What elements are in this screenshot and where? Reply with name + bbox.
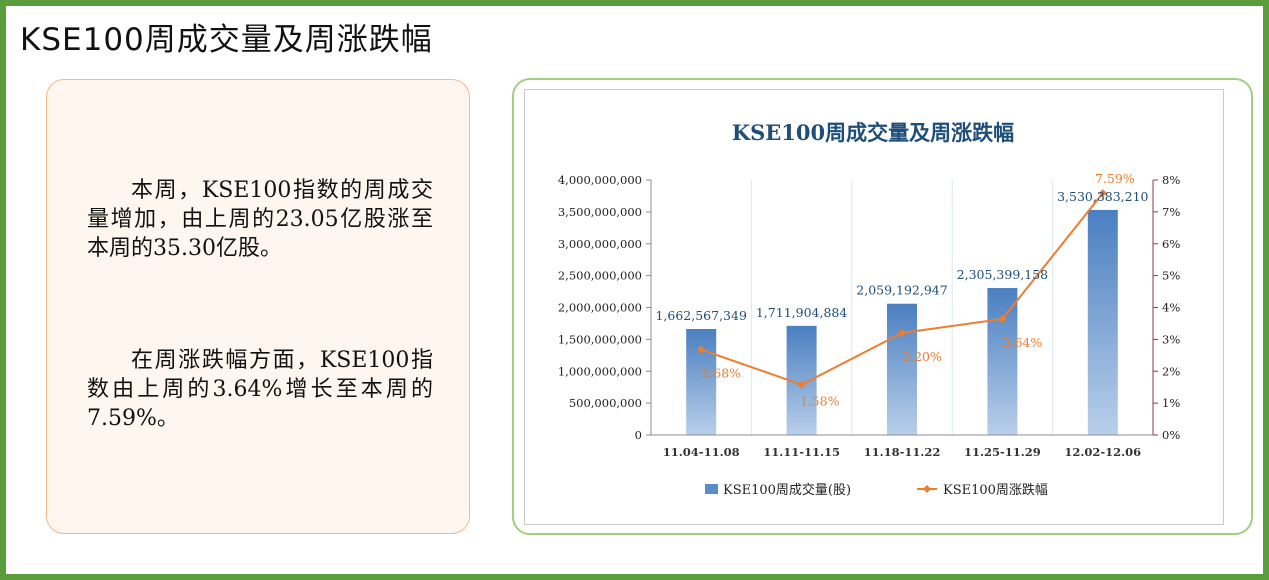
- change-data-label: 3.64%: [1003, 335, 1043, 350]
- change-point: [1098, 189, 1107, 198]
- volume-data-label: 1,662,567,349: [655, 308, 746, 323]
- x-tick-label: 11.18-11.22: [864, 445, 941, 459]
- volume-data-label: 3,530,383,210: [1057, 189, 1148, 204]
- page-title: KSE100周成交量及周涨跌幅: [20, 22, 433, 58]
- volume-data-label: 1,711,904,884: [756, 305, 847, 320]
- y-right-tick-label: 1%: [1162, 396, 1180, 410]
- y-left-tick-label: 0: [635, 428, 642, 442]
- change-point: [898, 329, 906, 337]
- y-left-tick-label: 2,000,000,000: [558, 301, 642, 315]
- legend-volume-label: KSE100周成交量(股): [723, 482, 851, 498]
- x-tick-label: 11.11-11.15: [763, 445, 840, 459]
- legend-change-label: KSE100周涨跌幅: [943, 482, 1048, 498]
- y-left-tick-label: 1,000,000,000: [558, 364, 642, 378]
- y-right-tick-label: 5%: [1162, 269, 1180, 283]
- y-right-tick-label: 2%: [1162, 364, 1180, 378]
- y-right-tick-label: 6%: [1162, 237, 1180, 251]
- y-right-tick-label: 4%: [1162, 301, 1180, 315]
- y-left-tick-label: 2,500,000,000: [558, 269, 642, 283]
- y-left-tick-label: 1,500,000,000: [558, 332, 642, 346]
- x-tick-label: 12.02-12.06: [1064, 445, 1141, 459]
- y-right-tick-label: 8%: [1162, 173, 1180, 187]
- volume-bar: [987, 288, 1018, 435]
- y-right-tick-label: 7%: [1162, 205, 1180, 219]
- change-data-label: 3.20%: [902, 349, 942, 364]
- legend-change-marker: [923, 485, 931, 493]
- summary-paragraph-volume: 本周，KSE100指数的周成交量增加，由上周的23.05亿股涨至本周的35.30…: [87, 178, 433, 261]
- volume-bar: [686, 329, 717, 435]
- x-tick-label: 11.25-11.29: [964, 445, 1041, 459]
- y-left-tick-label: 4,000,000,000: [558, 173, 642, 187]
- x-tick-label: 11.04-11.08: [663, 445, 740, 459]
- volume-data-label: 2,059,192,947: [856, 283, 947, 298]
- y-left-tick-label: 500,000,000: [569, 396, 642, 410]
- chart-title: KSE100周成交量及周涨跌幅: [732, 120, 1014, 145]
- volume-data-label: 2,305,399,158: [957, 267, 1048, 282]
- change-point: [697, 345, 706, 354]
- chart-panel: KSE100周成交量及周涨跌幅 0 500,000,000 1,000,000,00…: [524, 89, 1224, 525]
- change-data-label: 1.58%: [800, 394, 840, 409]
- volume-bar: [887, 303, 917, 435]
- summary-card: 本周，KSE100指数的周成交量增加，由上周的23.05亿股涨至本周的35.30…: [46, 79, 470, 534]
- change-data-label: 7.59%: [1095, 171, 1135, 186]
- combo-chart: KSE100周成交量及周涨跌幅 0 500,000,000 1,000,000,00…: [558, 120, 1180, 498]
- y-left-tick-label: 3,000,000,000: [558, 237, 642, 251]
- change-point: [797, 380, 806, 389]
- chart-card: KSE100周成交量及周涨跌幅 0 500,000,000 1,000,000,00…: [512, 78, 1253, 535]
- change-data-label: 2.68%: [701, 366, 741, 381]
- volume-bar: [1087, 209, 1118, 435]
- change-point: [998, 314, 1007, 323]
- y-right-tick-label: 0%: [1162, 428, 1180, 442]
- y-left-tick-label: 3,500,000,000: [558, 205, 642, 219]
- summary-paragraph-change: 在周涨跌幅方面，KSE100指数由上周的3.64%增长至本周的7.59%。: [87, 348, 433, 431]
- legend-volume-swatch: [705, 484, 718, 494]
- y-right-tick-label: 3%: [1162, 332, 1180, 346]
